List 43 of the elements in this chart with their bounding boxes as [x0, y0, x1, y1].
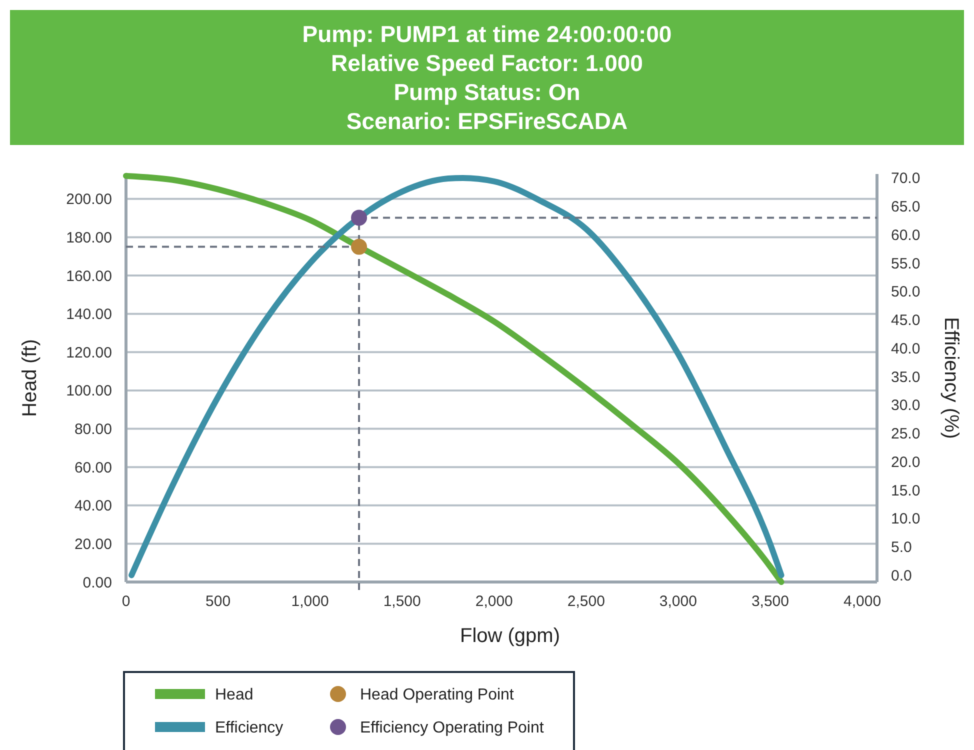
x-tick-label: 3,000: [659, 593, 697, 610]
y2-tick-label: 35.0: [891, 368, 920, 386]
y2-tick-label: 10.0: [891, 510, 920, 528]
legend-label: Head: [215, 686, 254, 704]
y2-tick-label: 60.0: [891, 226, 920, 244]
x-tick-label: 2,000: [475, 593, 513, 610]
y-tick-label: 140.00: [66, 306, 112, 324]
x-tick-label: 1,500: [383, 593, 421, 610]
y-tick-label: 120.00: [66, 344, 112, 362]
y-tick-label: 100.00: [66, 382, 112, 400]
x-tick-label: 2,500: [567, 593, 605, 610]
x-tick-label: 1,000: [291, 593, 329, 610]
y-axis-title: Head (ft): [19, 339, 41, 417]
y-tick-label: 80.00: [74, 421, 112, 438]
y2-tick-label: 50.0: [891, 284, 920, 301]
y2-tick-label: 40.0: [891, 340, 920, 358]
y2-tick-label: 20.0: [891, 454, 920, 471]
chart-title: Pump: PUMP1 at time 24:00:00:00 Relative Speed Factor: 1.000 Pump Status: On Scenario: EPSFireSCADA: [302, 21, 672, 134]
y2-tick-label: 25.0: [891, 426, 920, 443]
y-tick-label: 180.00: [66, 229, 112, 246]
y2-tick-label: 30.0: [891, 397, 920, 414]
y-tick-label: 0.00: [82, 574, 112, 592]
y-tick-label: 160.00: [66, 268, 112, 285]
x-tick-label: 500: [206, 593, 231, 610]
legend-label: Efficiency Operating Point: [360, 720, 544, 737]
x-tick-label: 3,500: [751, 593, 790, 610]
y2-tick-label: 55.0: [891, 255, 920, 272]
legend-label: Efficiency: [215, 720, 284, 737]
y-tick-label: 200.00: [66, 191, 112, 208]
y2-tick-label: 70.0: [891, 170, 920, 188]
x-tick-label: 0: [122, 593, 130, 610]
y2-tick-label: 65.0: [891, 198, 920, 216]
x-axis-title: Flow (gpm): [460, 625, 560, 647]
y2-tick-label: 0.0: [891, 567, 912, 584]
y2-tick-label: 15.0: [891, 482, 920, 500]
y-tick-label: 20.00: [74, 536, 112, 553]
y2-tick-label: 5.0: [891, 539, 912, 556]
y-tick-label: 60.00: [74, 459, 112, 476]
y-tick-label: 40.00: [74, 498, 112, 515]
y2-tick-label: 45.0: [891, 312, 920, 330]
y2-axis-title: Efficiency (%): [940, 317, 962, 439]
x-tick-label: 4,000: [844, 593, 882, 610]
legend-label: Head Operating Point: [360, 686, 514, 704]
